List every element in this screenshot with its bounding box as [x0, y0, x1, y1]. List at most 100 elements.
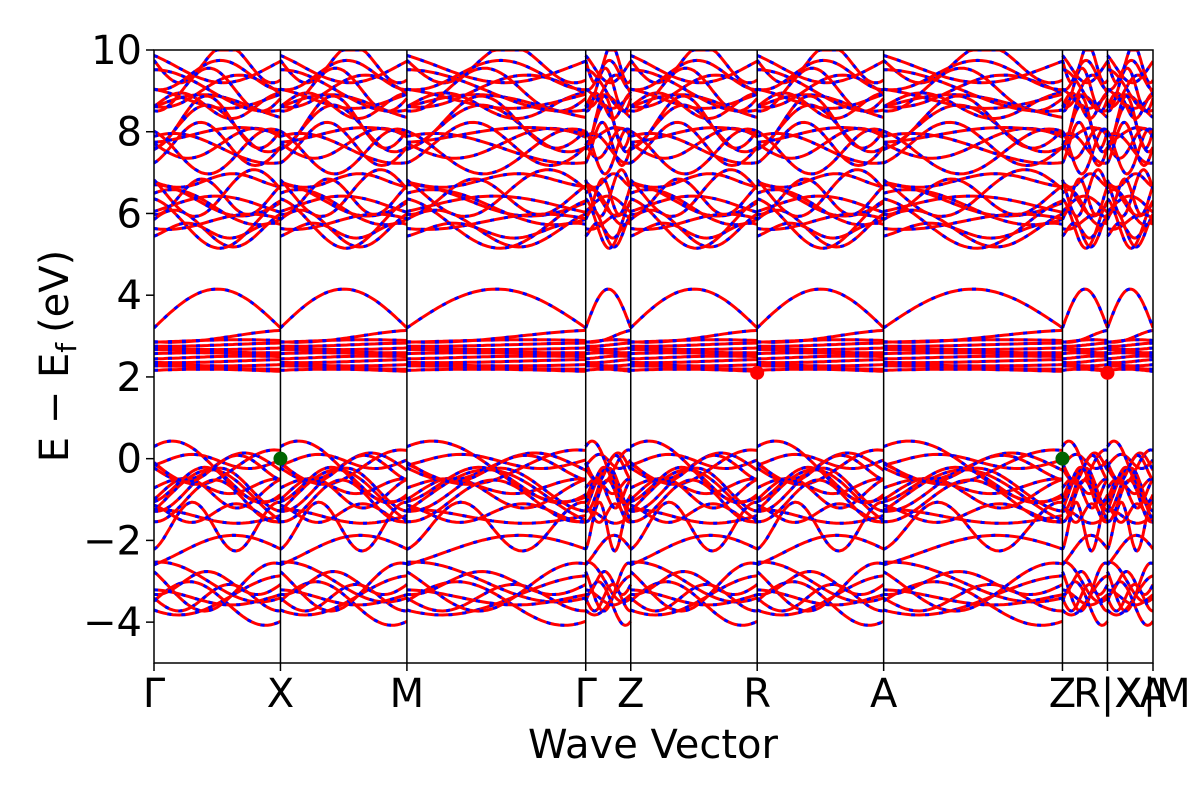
band-line-dashed — [756, 120, 885, 168]
band-line-dashed — [756, 574, 884, 617]
band-line — [154, 341, 281, 348]
band-line — [757, 478, 884, 524]
band-line-dashed — [584, 451, 633, 482]
band-line-dashed — [1061, 197, 1109, 250]
x-tick-label: X — [267, 671, 294, 717]
band-line — [280, 358, 407, 365]
band-line — [1062, 328, 1108, 344]
band-line-dashed — [406, 500, 586, 553]
band-line — [630, 125, 758, 144]
band-line-dashed — [154, 54, 282, 85]
band-line-dashed — [1106, 465, 1153, 505]
band-line — [585, 362, 631, 368]
band-line-dashed — [756, 94, 885, 150]
band-line-dashed — [584, 287, 633, 329]
band-line-dashed — [756, 287, 885, 329]
band-line — [280, 346, 407, 352]
band-line-dashed — [1061, 287, 1109, 329]
band-line-dashed — [279, 120, 409, 168]
band-line-dashed — [1062, 68, 1109, 113]
band-line — [154, 177, 282, 217]
band-line-dashed — [629, 120, 759, 168]
band-line — [154, 358, 281, 365]
band-line — [630, 177, 759, 217]
band-line-dashed — [629, 468, 758, 522]
y-tick-label: 2 — [117, 355, 142, 401]
band-line — [1062, 354, 1108, 361]
band-line — [756, 476, 885, 510]
band-line-dashed — [883, 362, 1063, 368]
band-line — [1106, 127, 1153, 176]
band-line-dashed — [1061, 87, 1109, 110]
band-line — [1107, 358, 1153, 365]
band-line — [154, 212, 281, 231]
band-line — [629, 208, 758, 249]
band-line — [1062, 362, 1108, 368]
band-line — [280, 87, 408, 110]
band-line — [1061, 533, 1109, 566]
band-line-dashed — [1061, 132, 1109, 165]
x-tick-label: Γ — [575, 671, 598, 717]
band-line — [279, 452, 408, 471]
band-line — [883, 346, 1063, 352]
band-line — [883, 94, 1064, 150]
band-line — [630, 328, 758, 344]
band-line-dashed — [1061, 452, 1109, 471]
band-line — [630, 132, 758, 165]
band-line — [882, 168, 1064, 218]
band-line-dashed — [756, 465, 885, 505]
band-line — [405, 168, 587, 218]
band-line — [584, 476, 632, 510]
band-line — [154, 362, 281, 368]
band-line-dashed — [883, 533, 1063, 567]
band-line-dashed — [154, 127, 282, 176]
band-line — [882, 287, 1064, 330]
band-line-dashed — [406, 439, 587, 504]
band-line-dashed — [1106, 87, 1153, 110]
band-line — [756, 500, 884, 553]
band-line — [154, 132, 281, 165]
band-line — [585, 478, 632, 524]
band-line-dashed — [1061, 94, 1109, 150]
band-line — [154, 346, 281, 352]
band-line-dashed — [154, 188, 282, 227]
band-line — [630, 362, 758, 368]
band-line — [1061, 120, 1109, 168]
band-line — [280, 466, 408, 513]
band-line — [154, 500, 281, 553]
band-line — [585, 58, 632, 92]
band-line-dashed — [279, 91, 408, 120]
band-line-dashed — [756, 54, 885, 85]
band-line — [279, 500, 407, 553]
band-line-dashed — [1106, 194, 1153, 214]
band-line — [280, 212, 408, 231]
y-axis-title: E − Ef (eV) — [32, 250, 83, 463]
band-line-dashed — [584, 448, 632, 486]
band-line-dashed — [406, 125, 586, 144]
band-line-dashed — [406, 346, 586, 352]
band-line — [1106, 476, 1153, 510]
band-line — [406, 127, 587, 176]
band-line — [406, 362, 586, 368]
band-line — [882, 120, 1064, 168]
band-line-dashed — [883, 54, 1064, 85]
x-axis-ticks: Γ X M Γ Z R A ZR|XX|MA — [143, 663, 1191, 717]
band-line-dashed — [279, 221, 408, 240]
band-line — [1106, 50, 1153, 85]
band-line-dashed — [406, 358, 586, 365]
band-line-dashed — [883, 367, 1063, 373]
band-line — [154, 466, 281, 513]
band-line — [1062, 358, 1108, 365]
band-line-dashed — [406, 569, 587, 597]
band-line-dashed — [1061, 172, 1109, 189]
band-line — [584, 533, 632, 566]
y-tick-label: 4 — [117, 273, 142, 319]
band-line-dashed — [756, 58, 884, 92]
band-line-dashed — [630, 54, 758, 85]
band-line — [630, 358, 758, 365]
band-line-dashed — [1106, 126, 1153, 160]
band-line — [630, 588, 758, 607]
band-line-dashed — [584, 94, 633, 150]
band-line-dashed — [406, 533, 587, 567]
band-line-dashed — [756, 580, 885, 627]
